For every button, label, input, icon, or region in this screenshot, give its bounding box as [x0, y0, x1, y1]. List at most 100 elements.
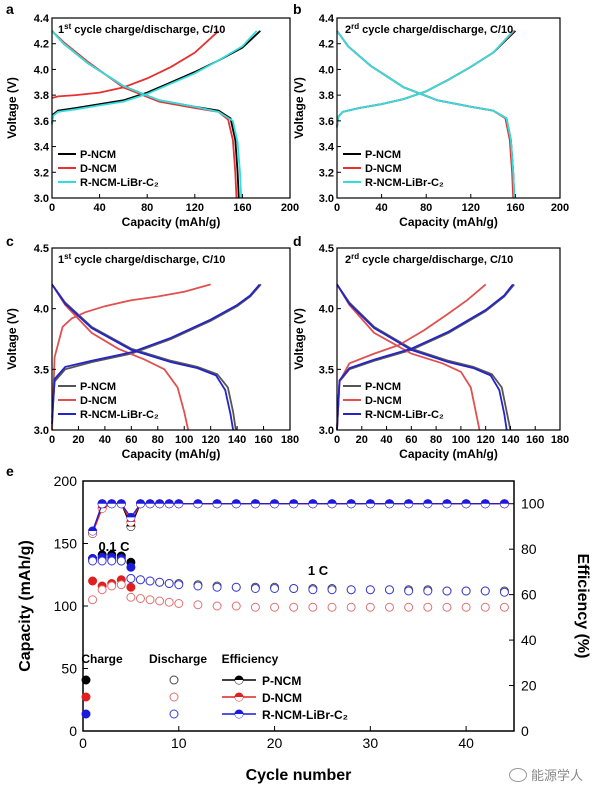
- discharge-point: [250, 602, 260, 612]
- y2-tick-label: 100: [521, 496, 545, 512]
- curve-discharge: [51, 30, 243, 199]
- x-tick-label: 0: [49, 202, 55, 214]
- y-tick-label: 3.6: [34, 116, 49, 128]
- curve-charge: [336, 30, 515, 128]
- discharge-point: [155, 577, 165, 587]
- legend-charge-marker: [81, 675, 91, 685]
- y2-axis-label: Efficiency (%): [574, 554, 591, 659]
- y-tick-label: 4.0: [319, 64, 334, 76]
- x-tick-label: 120: [201, 434, 219, 446]
- discharge-point: [365, 602, 375, 612]
- x-tick-label: 40: [380, 434, 392, 446]
- y-axis-label: Voltage (V): [5, 308, 19, 370]
- legend-header: Charge: [81, 652, 123, 666]
- y-tick-label: 3.2: [34, 167, 49, 179]
- y-axis-label: Voltage (V): [292, 77, 306, 139]
- legend-label: R-NCM-LiBr-C₂: [80, 177, 159, 189]
- discharge-point: [404, 602, 414, 612]
- discharge-point: [480, 602, 490, 612]
- y-tick-label: 200: [54, 473, 78, 489]
- discharge-point: [174, 580, 184, 590]
- x-tick-label: 30: [363, 735, 379, 751]
- annotation-rate-low: 0.1 C: [98, 539, 130, 554]
- legend-header: Efficiency: [222, 652, 279, 666]
- curve-discharge: [51, 30, 238, 199]
- x-tick-label: 80: [430, 434, 442, 446]
- x-axis-label: Capacity (mAh/g): [122, 215, 221, 229]
- legend-label: R-NCM-LiBr-C₂: [80, 409, 159, 421]
- watermark-text: 能源学人: [530, 769, 583, 784]
- legend-label: P-NCM: [80, 381, 116, 393]
- curve-charge: [336, 30, 514, 128]
- legend-label: R-NCM-LiBr-C₂: [262, 708, 348, 722]
- x-axis-label: Capacity (mAh/g): [399, 447, 498, 461]
- y-tick-label: 100: [54, 598, 78, 614]
- watermark: 能源学人: [508, 765, 583, 784]
- discharge-point: [404, 586, 414, 596]
- discharge-point: [164, 579, 174, 588]
- discharge-point: [126, 592, 136, 602]
- panel-title: 2rd cycle charge/discharge, C/10: [345, 252, 513, 266]
- legend-label: P-NCM: [80, 149, 116, 161]
- y2-tick-label: 0: [521, 723, 529, 739]
- discharge-point: [212, 582, 222, 592]
- panel-letter: b: [293, 1, 302, 17]
- x-tick-label: 20: [72, 434, 84, 446]
- plot-frame: [51, 247, 291, 431]
- x-tick-label: 100: [452, 434, 470, 446]
- discharge-point: [97, 556, 107, 566]
- x-tick-label: 200: [551, 202, 569, 214]
- panel-d: d 0 20 40 60 80 100 120 140 160 180 3.0 3.5 4.0 4.5 Cap…: [292, 233, 569, 461]
- x-axis-label: Cycle number: [246, 767, 352, 784]
- x-tick-label: 0: [334, 202, 340, 214]
- y-tick-label: 4.0: [34, 304, 49, 316]
- y-tick-label: 3.4: [319, 142, 335, 154]
- y-tick-label: 3.8: [319, 90, 334, 102]
- discharge-point: [107, 556, 117, 566]
- x-tick-label: 140: [501, 434, 519, 446]
- efficiency-line: [92, 503, 505, 534]
- curve-charge: [336, 283, 514, 431]
- discharge-point: [289, 584, 299, 593]
- efficiency-point-half: [232, 503, 241, 508]
- discharge-point: [442, 602, 452, 612]
- y-tick-label: 150: [54, 536, 78, 552]
- y-tick-label: 3.0: [34, 425, 49, 437]
- x-tick-label: 160: [254, 434, 272, 446]
- discharge-point: [327, 602, 337, 612]
- curve-discharge: [336, 283, 508, 431]
- y-tick-label: 3.6: [319, 116, 334, 128]
- x-tick-label: 100: [175, 434, 193, 446]
- efficiency-point-half: [126, 517, 135, 522]
- legend-label: R-NCM-LiBr-C₂: [365, 409, 444, 421]
- efficiency-point-half: [136, 503, 145, 508]
- y-tick-label: 3.0: [319, 193, 334, 205]
- x-tick-label: 0: [49, 434, 55, 446]
- x-tick-label: 180: [281, 434, 299, 446]
- efficiency-point-half: [126, 526, 135, 531]
- y2-tick-label: 20: [521, 678, 537, 694]
- y2-tick-label: 60: [521, 587, 537, 603]
- efficiency-point-half: [193, 503, 202, 508]
- panel-title: 1st cycle charge/discharge, C/10: [58, 252, 225, 266]
- discharge-point: [164, 597, 174, 607]
- charge-point: [88, 576, 98, 586]
- plot-frame: [51, 17, 291, 199]
- discharge-point: [365, 585, 375, 595]
- plot-frame: [336, 247, 561, 431]
- discharge-point: [499, 602, 509, 612]
- panel-letter: d: [293, 233, 302, 249]
- panel-title: 1st cycle charge/discharge, C/10: [58, 22, 225, 36]
- discharge-point: [116, 556, 126, 566]
- curve-charge: [51, 30, 258, 125]
- x-tick-label: 180: [551, 434, 569, 446]
- efficiency-point-half: [500, 503, 509, 508]
- curve-charge: [51, 283, 262, 418]
- y-tick-label: 3.8: [34, 90, 49, 102]
- efficiency-point-half: [88, 531, 97, 535]
- x-tick-label: 40: [93, 202, 105, 214]
- y-tick-label: 3.4: [34, 142, 50, 154]
- y-tick-label: 3.0: [34, 193, 49, 205]
- discharge-point: [116, 580, 126, 590]
